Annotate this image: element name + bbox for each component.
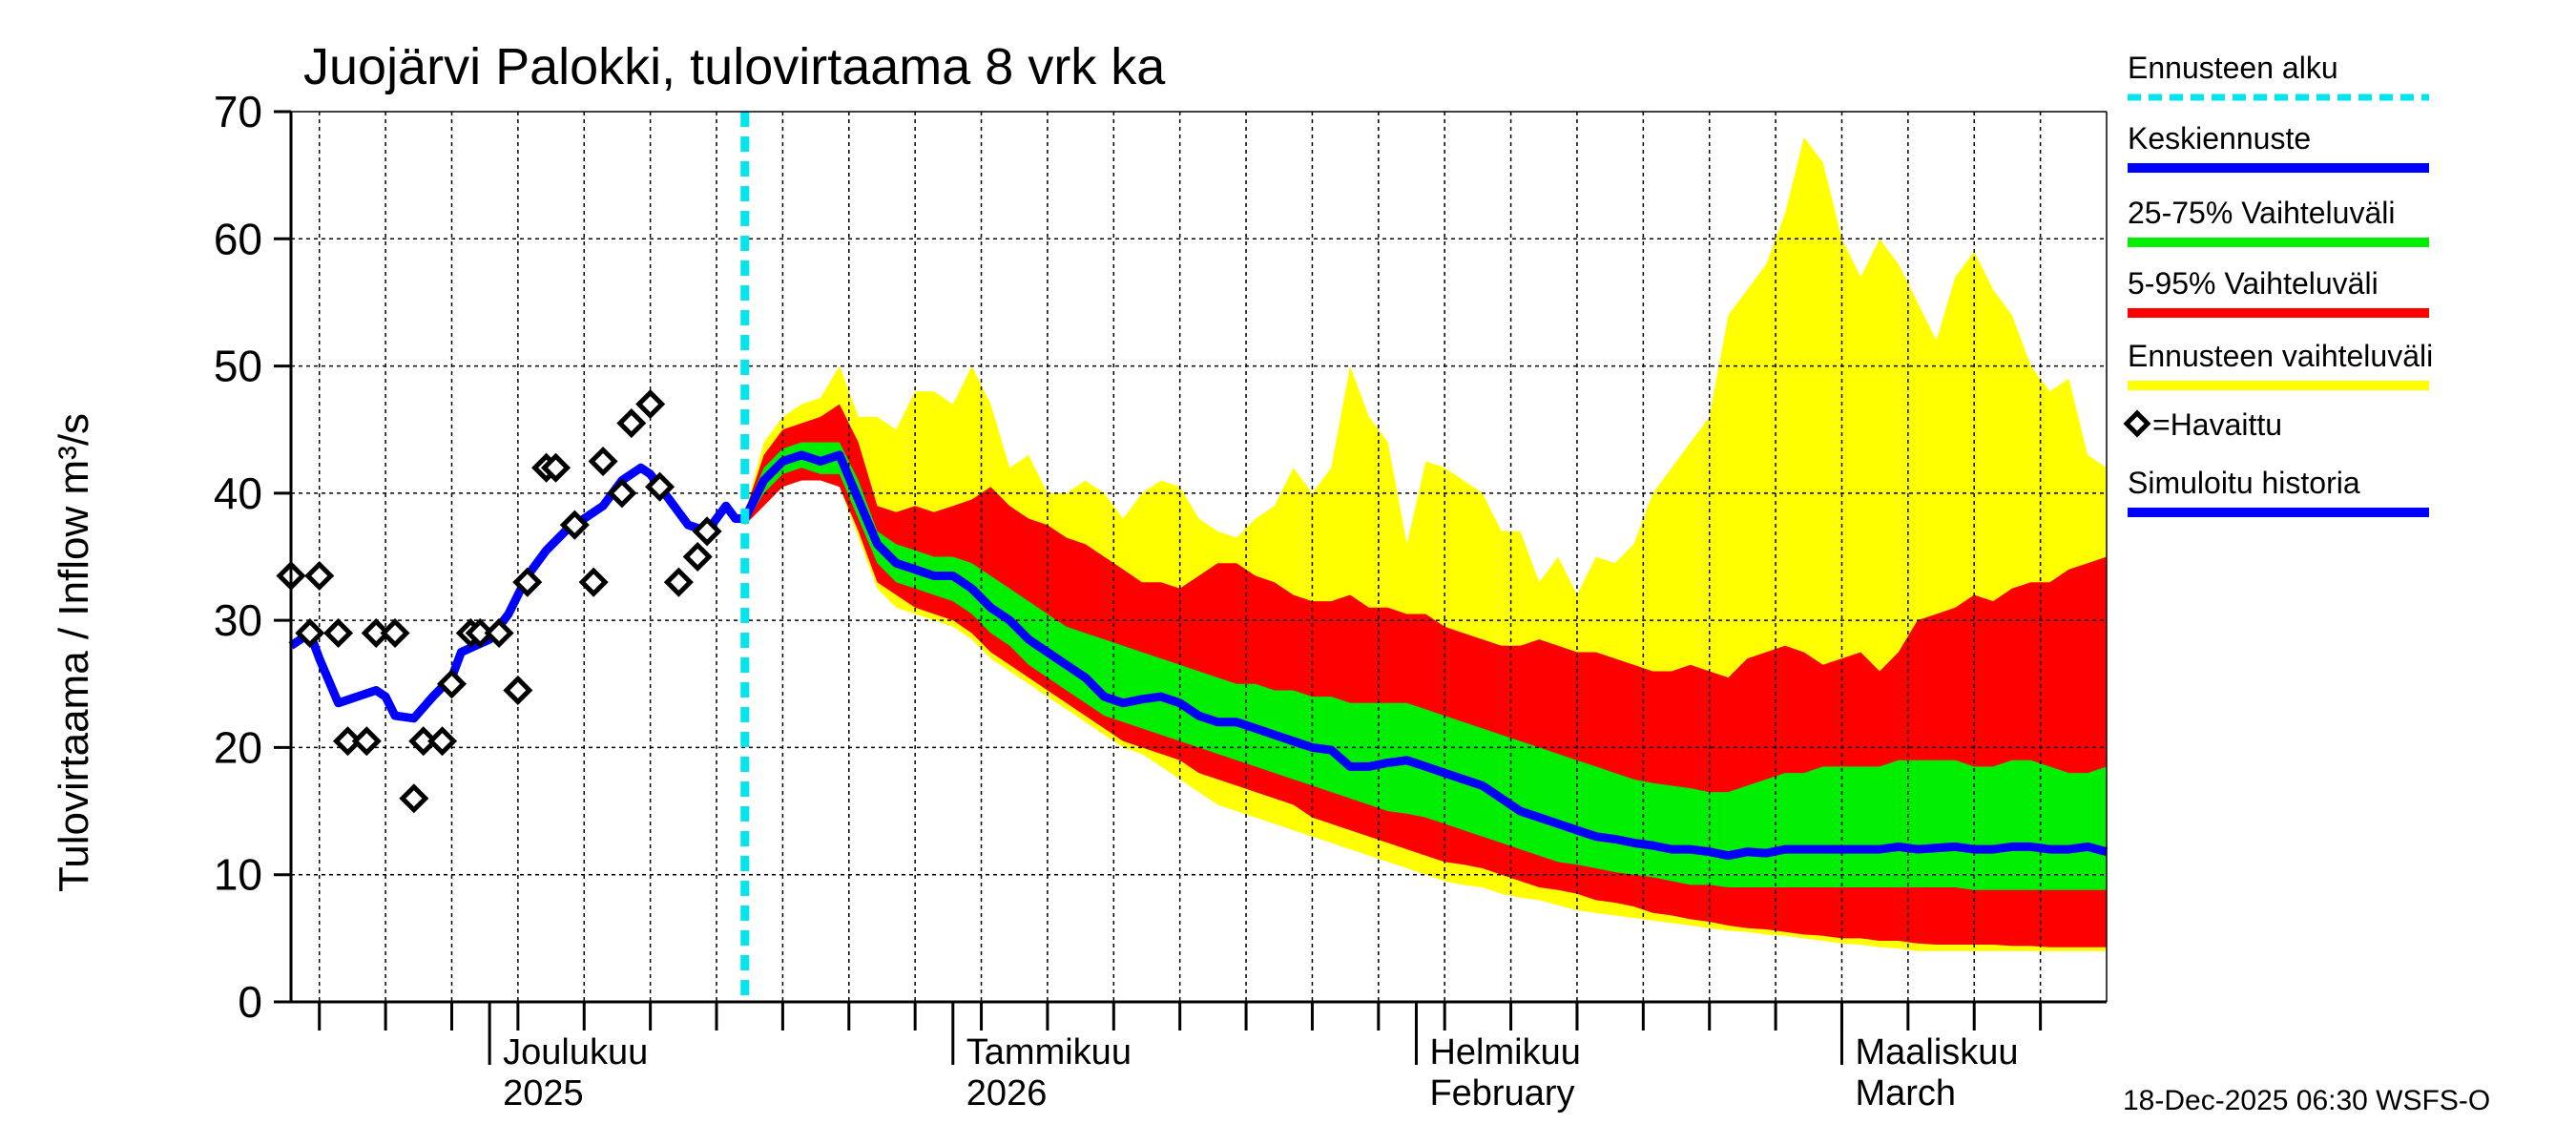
observed-point (616, 408, 647, 439)
legend-label: Simuloitu historia (2128, 466, 2360, 500)
legend-label: Ennusteen vaihteluväli (2128, 339, 2433, 373)
observed-point (559, 510, 590, 540)
chart-title: Juojärvi Palokki, tulovirtaama 8 vrk ka (303, 38, 1166, 95)
x-year-label: 2026 (966, 1073, 1048, 1114)
x-month-label: Helmikuu (1429, 1032, 1580, 1072)
observed-point (380, 617, 410, 649)
observed-point (540, 452, 571, 483)
observed-point (512, 567, 543, 597)
x-year-label: March (1855, 1073, 1956, 1114)
y-tick-label: 40 (214, 468, 262, 518)
y-tick-labels: 0 10 20 30 40 50 60 70 (214, 87, 262, 1027)
observed-point (427, 726, 458, 757)
y-tick-label: 20 (214, 722, 262, 772)
observed-point (578, 567, 609, 597)
observed-point (635, 389, 666, 420)
mean-forecast-line (740, 450, 2109, 861)
x-month-label: Maaliskuu (1855, 1032, 2018, 1072)
observed-point (323, 617, 354, 649)
legend-label: Ennusteen alku (2128, 51, 2338, 85)
observed-point (399, 783, 429, 814)
observed-point (465, 617, 495, 649)
observed-point (351, 726, 382, 757)
legend-label: 5-95% Vaihteluväli (2128, 266, 2379, 301)
axes (274, 110, 2108, 1065)
y-tick-label: 70 (214, 87, 262, 136)
y-tick-label: 10 (214, 850, 262, 900)
observed-point (503, 675, 533, 705)
x-month-label: Joulukuu (503, 1032, 648, 1072)
y-axis-label: Tulovirtaama / Inflow m³/s (51, 413, 97, 892)
y-tick-label: 50 (214, 342, 262, 391)
observed-point (361, 617, 391, 649)
forecast-bands (744, 136, 2107, 951)
y-tick-label: 0 (238, 977, 262, 1027)
x-year-label: 2025 (503, 1073, 584, 1114)
observed-point (682, 541, 713, 572)
observed-point (408, 726, 439, 757)
observed-point (645, 471, 675, 502)
x-year-label: February (1429, 1073, 1574, 1114)
footer-timestamp: 18-Dec-2025 06:30 WSFS-O (2123, 1085, 2490, 1116)
observed-point (663, 567, 694, 597)
observed-point (607, 478, 637, 509)
legend-label: Keskiennuste (2128, 121, 2311, 156)
observed-point (436, 669, 467, 699)
legend-label: 25-75% Vaihteluväli (2128, 196, 2395, 230)
observed-markers (276, 389, 722, 814)
observed-point (588, 447, 618, 477)
simulated-history-line (288, 463, 745, 723)
y-tick-label: 30 (214, 595, 262, 645)
data-lines (288, 112, 2109, 1002)
observed-point (295, 617, 325, 649)
x-month-label: Tammikuu (966, 1032, 1132, 1072)
legend: Ennusteen alku Keskiennuste 25-75% Vaihtel… (2123, 51, 2433, 517)
legend-label: =Havaittu (2152, 407, 2282, 442)
grid-lines (291, 112, 2107, 1002)
legend-marker (2123, 409, 2151, 438)
observed-point (692, 516, 722, 547)
observed-point (332, 726, 364, 757)
y-tick-label: 60 (214, 214, 262, 263)
observed-point (484, 617, 514, 649)
observed-point (304, 560, 335, 592)
